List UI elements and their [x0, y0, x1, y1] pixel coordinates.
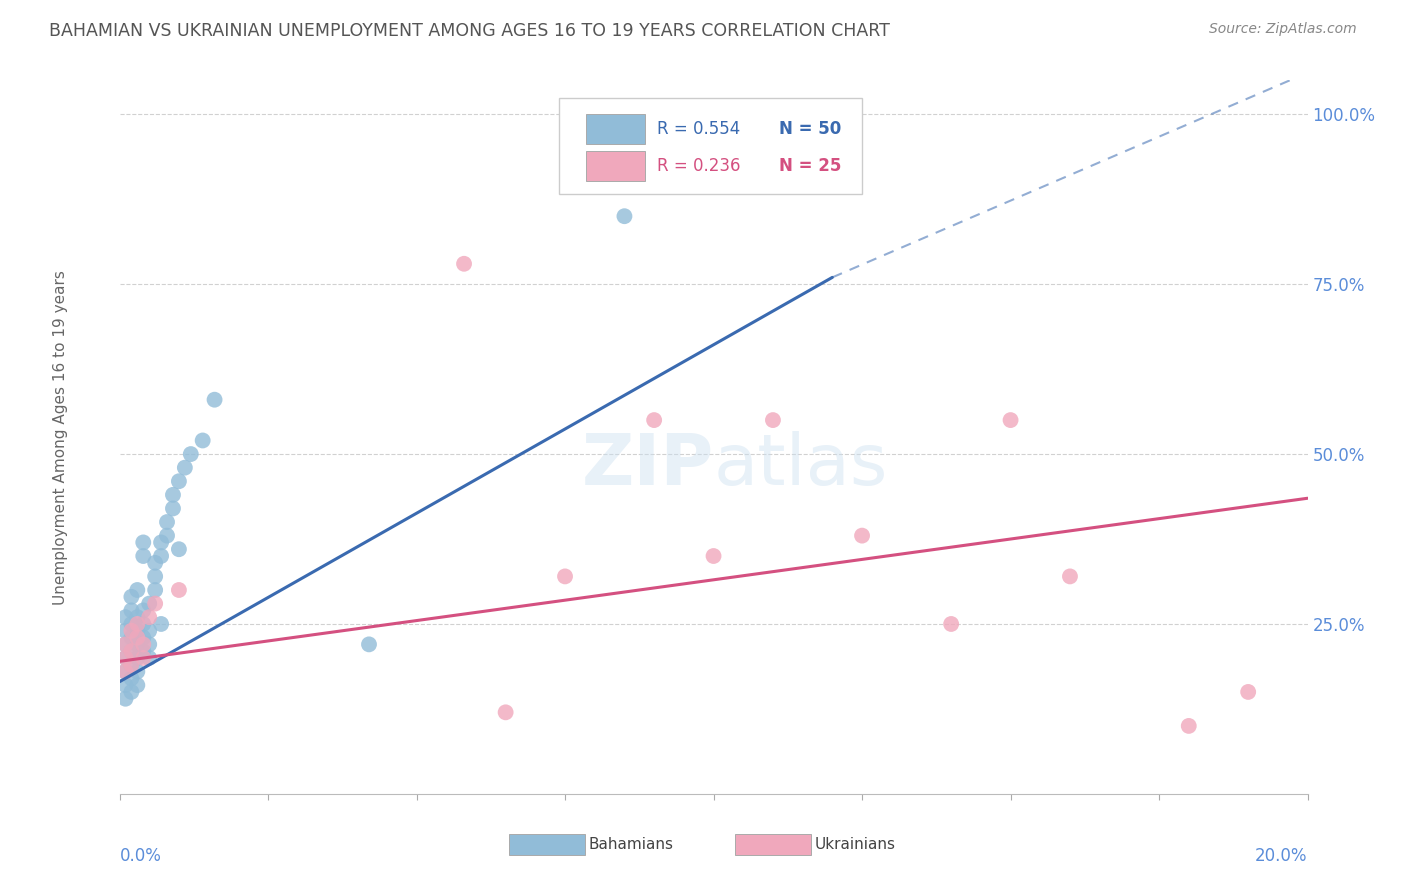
Point: [114, 665, 136, 679]
FancyBboxPatch shape: [586, 151, 644, 181]
Point: [138, 610, 160, 624]
Point: [127, 678, 149, 692]
Point: [132, 535, 155, 549]
Point: [143, 569, 166, 583]
Point: [643, 413, 665, 427]
Point: [1178, 719, 1201, 733]
Point: [120, 644, 142, 658]
Point: [1059, 569, 1081, 583]
Text: Ukrainians: Ukrainians: [814, 837, 896, 852]
Point: [120, 671, 142, 685]
Point: [138, 597, 160, 611]
FancyBboxPatch shape: [586, 114, 644, 144]
Point: [495, 706, 517, 720]
Point: [120, 624, 142, 638]
Point: [939, 617, 962, 632]
Point: [132, 631, 155, 645]
Point: [127, 637, 149, 651]
Point: [357, 637, 380, 651]
Point: [1237, 685, 1260, 699]
Point: [191, 434, 214, 448]
Point: [138, 637, 160, 651]
Point: [127, 665, 149, 679]
Point: [120, 617, 142, 632]
Point: [143, 582, 166, 597]
Point: [762, 413, 785, 427]
Point: [143, 556, 166, 570]
Point: [138, 624, 160, 638]
Point: [150, 535, 173, 549]
Point: [204, 392, 226, 407]
Point: [180, 447, 202, 461]
Point: [1000, 413, 1022, 427]
Point: [127, 610, 149, 624]
Point: [156, 515, 179, 529]
Point: [127, 582, 149, 597]
Point: [138, 651, 160, 665]
Point: [132, 617, 155, 632]
Point: [120, 657, 142, 672]
Point: [127, 624, 149, 638]
Point: [114, 678, 136, 692]
Point: [554, 569, 576, 583]
Point: [150, 617, 173, 632]
Point: [120, 644, 142, 658]
Point: [114, 637, 136, 651]
FancyBboxPatch shape: [509, 834, 585, 855]
Text: BAHAMIAN VS UKRAINIAN UNEMPLOYMENT AMONG AGES 16 TO 19 YEARS CORRELATION CHART: BAHAMIAN VS UKRAINIAN UNEMPLOYMENT AMONG…: [49, 22, 890, 40]
Point: [127, 651, 149, 665]
Point: [114, 665, 136, 679]
Text: 0.0%: 0.0%: [120, 847, 162, 865]
Point: [453, 257, 475, 271]
Text: R = 0.236: R = 0.236: [657, 157, 740, 175]
Text: Unemployment Among Ages 16 to 19 years: Unemployment Among Ages 16 to 19 years: [52, 269, 67, 605]
Point: [143, 597, 166, 611]
FancyBboxPatch shape: [560, 98, 862, 194]
Point: [114, 637, 136, 651]
Point: [132, 549, 155, 563]
Text: atlas: atlas: [713, 431, 889, 500]
Point: [114, 651, 136, 665]
Point: [114, 651, 136, 665]
Point: [162, 501, 184, 516]
Text: R = 0.554: R = 0.554: [657, 120, 740, 138]
Point: [173, 460, 195, 475]
Point: [851, 528, 873, 542]
Point: [167, 475, 190, 489]
Text: 20.0%: 20.0%: [1256, 847, 1308, 865]
Point: [613, 209, 636, 223]
Point: [114, 624, 136, 638]
Point: [150, 549, 173, 563]
Point: [127, 631, 149, 645]
Text: ZIP: ZIP: [581, 431, 713, 500]
Point: [127, 617, 149, 632]
Point: [132, 644, 155, 658]
Point: [132, 651, 155, 665]
Point: [120, 685, 142, 699]
Point: [114, 691, 136, 706]
Point: [120, 603, 142, 617]
Point: [120, 657, 142, 672]
Text: Bahamians: Bahamians: [589, 837, 673, 852]
Point: [132, 603, 155, 617]
Point: [167, 582, 190, 597]
Text: N = 25: N = 25: [779, 157, 841, 175]
Point: [156, 528, 179, 542]
Point: [162, 488, 184, 502]
Point: [167, 542, 190, 557]
Point: [132, 637, 155, 651]
Text: Source: ZipAtlas.com: Source: ZipAtlas.com: [1209, 22, 1357, 37]
Point: [702, 549, 725, 563]
FancyBboxPatch shape: [735, 834, 811, 855]
Point: [120, 631, 142, 645]
Point: [120, 590, 142, 604]
Point: [114, 610, 136, 624]
Text: N = 50: N = 50: [779, 120, 841, 138]
